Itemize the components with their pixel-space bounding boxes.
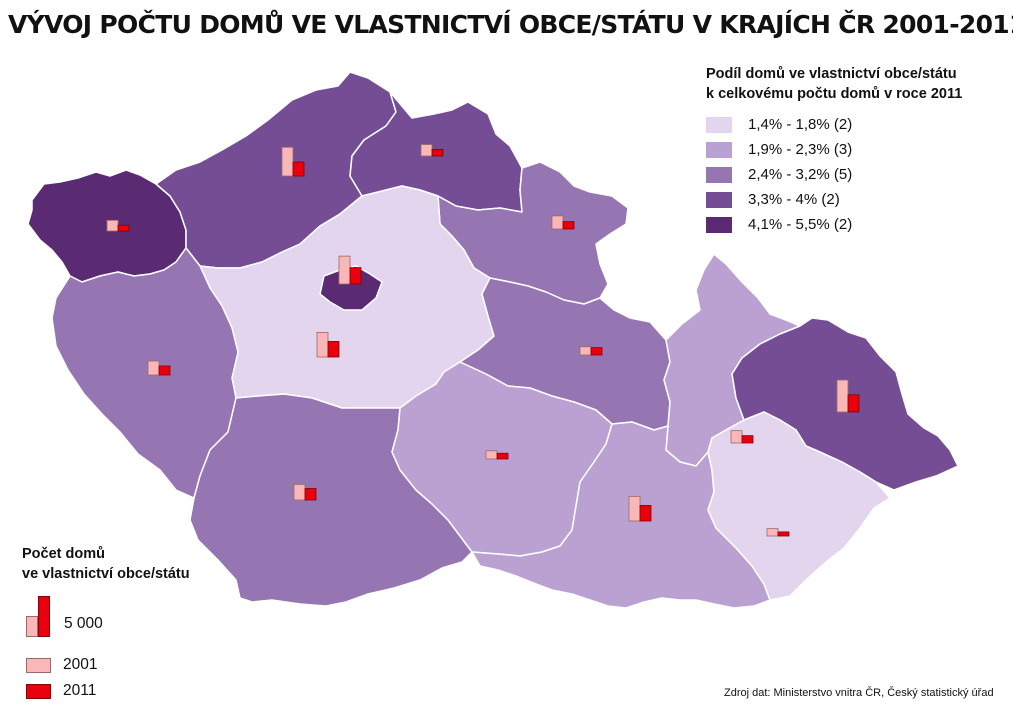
share-legend: Podíl domů ve vlastnictví obce/státu k c… [706, 64, 1006, 237]
bar-2011-stredocesky [327, 341, 340, 358]
count-legend-sample-value: 5 000 [64, 615, 103, 632]
region-zlinsky [707, 411, 891, 601]
share-legend-item: 4,1% - 5,5% (2) [706, 212, 1006, 237]
count-legend-title-line1: Počet domů [22, 546, 105, 562]
region-jihocesky [189, 393, 473, 607]
year-2011-label: 2011 [63, 682, 97, 699]
bar-2011-jihomoravsky [639, 505, 652, 522]
bar-2001-olomoucky [730, 430, 743, 444]
bar-2001-pardubicky [579, 346, 592, 356]
bar-2001-karlovarsky [106, 219, 119, 232]
bar-2011-jihocesky [304, 488, 317, 501]
share-legend-item: 3,3% - 4% (2) [706, 187, 1006, 212]
share-class-label: 1,4% - 1,8% (2) [748, 116, 853, 133]
legend-year-2011: 2011 [26, 682, 96, 700]
year-2011-swatch [26, 683, 51, 699]
bar-2011-moravskoslezsky [847, 394, 860, 413]
bar-2011-kralovehradecky [562, 221, 575, 230]
bar-2001-plzensky [147, 360, 160, 376]
bar-2011-pardubicky [590, 347, 603, 356]
share-legend-title-line2: k celkovému počtu domů v roce 2011 [706, 86, 963, 102]
count-legend: Počet domů ve vlastnictví obce/státu [22, 544, 262, 584]
sample-bar-2001 [26, 616, 38, 637]
count-legend-title-line2: ve vlastnictví obce/státu [22, 566, 190, 582]
bar-2011-olomoucky [741, 435, 754, 444]
bar-2011-zlinsky [777, 531, 790, 537]
bar-2001-kralovehradecky [551, 215, 564, 230]
bar-2001-stredocesky [316, 331, 329, 358]
bar-2011-karlovarsky [117, 224, 130, 232]
share-legend-item: 1,4% - 1,8% (2) [706, 112, 1006, 137]
share-class-swatch [706, 141, 732, 158]
legend-year-2001: 2001 [26, 656, 97, 674]
share-class-swatch [706, 166, 732, 183]
bar-2011-liberecky [431, 149, 444, 157]
bar-2001-zlinsky [766, 528, 779, 537]
share-class-label: 2,4% - 3,2% (5) [748, 166, 853, 183]
year-2001-label: 2001 [63, 656, 98, 673]
bar-2001-jihocesky [293, 484, 306, 501]
share-class-swatch [706, 216, 732, 233]
year-2001-swatch [26, 657, 51, 673]
bar-2001-ustecky [281, 146, 294, 177]
share-legend-title-line1: Podíl domů ve vlastnictví obce/státu [706, 66, 957, 82]
share-class-label: 1,9% - 2,3% (3) [748, 141, 853, 158]
share-class-swatch [706, 116, 732, 133]
data-source: Zdroj dat: Ministerstvo vnitra ČR, Český… [724, 687, 994, 699]
bar-2001-vysocina [485, 450, 498, 460]
share-class-label: 4,1% - 5,5% (2) [748, 216, 853, 233]
bar-2001-moravskoslezsky [836, 379, 849, 413]
map-title: VÝVOJ POČTU DOMŮ VE VLASTNICTVÍ OBCE/STÁ… [8, 10, 1013, 39]
share-class-label: 3,3% - 4% (2) [748, 191, 840, 208]
share-legend-item: 1,9% - 2,3% (3) [706, 137, 1006, 162]
sample-bar-2011 [38, 596, 50, 637]
bar-2011-vysocina [496, 452, 509, 460]
count-legend-sample-bars [26, 596, 56, 638]
bar-2011-plzensky [158, 365, 171, 376]
share-class-swatch [706, 191, 732, 208]
bar-2001-praha [338, 255, 351, 285]
share-legend-item: 2,4% - 3,2% (5) [706, 162, 1006, 187]
bar-2001-jihomoravsky [628, 495, 641, 522]
bar-2011-praha [349, 267, 362, 285]
bar-2011-ustecky [292, 161, 305, 177]
bar-2001-liberecky [420, 144, 433, 157]
